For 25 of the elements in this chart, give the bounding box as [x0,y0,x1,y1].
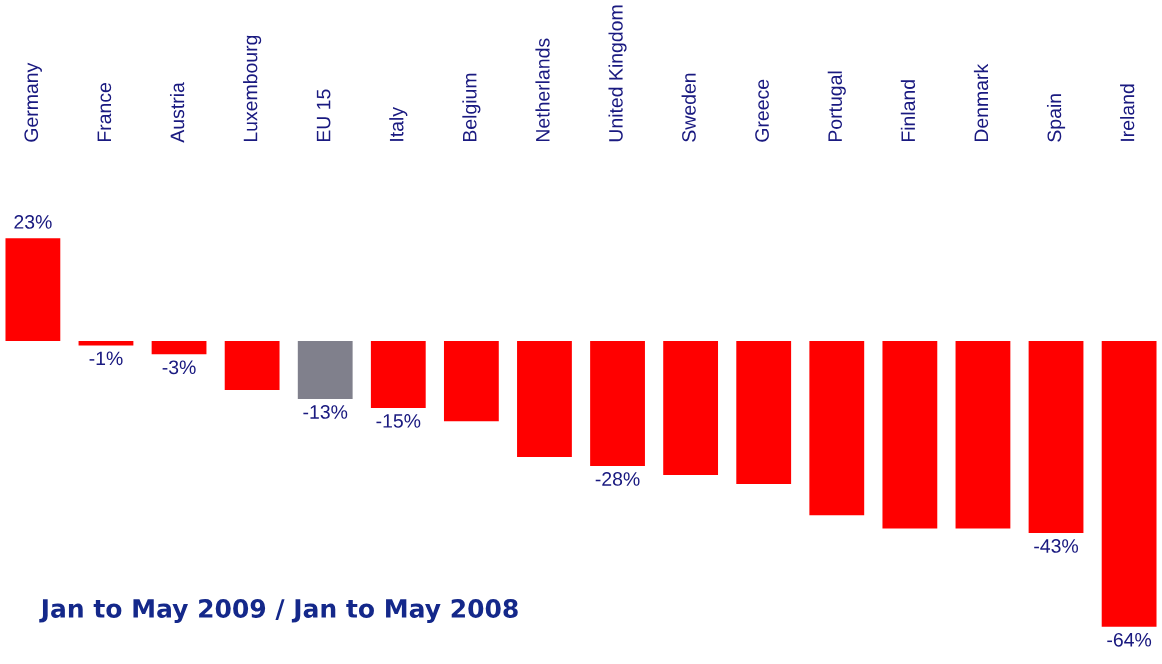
x-tick-label: Spain [1046,94,1066,142]
x-tick-label: Germany [24,62,42,142]
x-tick-label: Belgium [462,73,481,142]
x-tick-label: Portugal [827,71,846,142]
data-label: -13% [303,405,348,419]
x-tick-label: Italy [389,107,408,141]
data-label: -43% [1034,539,1079,553]
data-label: -28% [595,472,640,486]
data-label: -1% [89,351,123,366]
x-tick-label: Austria [169,82,185,143]
x-tick-label: Sweden [681,73,696,142]
x-tick-label: France [97,83,112,142]
x-tick-label: Luxembourg [243,35,262,142]
data-label: 23% [14,215,52,229]
data-label: -15% [376,414,421,428]
data-label: -3% [162,360,196,375]
text: Jan to May 2009 / Jan to May 2008 [39,599,518,623]
x-tick-label: Greece [755,79,769,142]
x-tick-label: Finland [900,80,916,142]
data-label: -64% [1107,632,1152,647]
x-tick-label: EU 15 [316,89,331,142]
x-tick-label: United Kingdom [608,5,627,142]
x-tick-label: Netherlands [535,38,550,142]
x-tick-label: Denmark [973,63,989,142]
x-tick-label: Ireland [1120,84,1135,141]
